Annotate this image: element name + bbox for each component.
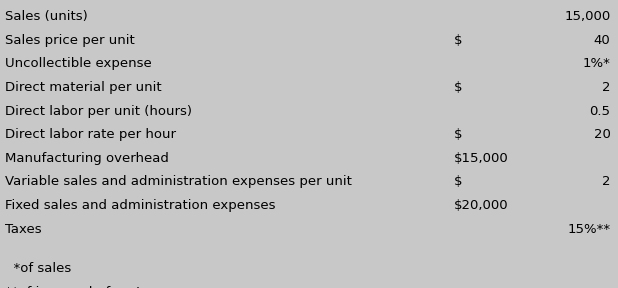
Text: Sales (units): Sales (units) bbox=[5, 10, 88, 23]
Text: 1%*: 1%* bbox=[583, 57, 611, 70]
Text: $: $ bbox=[454, 34, 463, 47]
Text: 2: 2 bbox=[602, 175, 611, 188]
Text: Fixed sales and administration expenses: Fixed sales and administration expenses bbox=[5, 199, 276, 212]
Text: Taxes: Taxes bbox=[5, 223, 41, 236]
Text: 15%**: 15%** bbox=[567, 223, 611, 236]
Text: Variable sales and administration expenses per unit: Variable sales and administration expens… bbox=[5, 175, 352, 188]
Text: Manufacturing overhead: Manufacturing overhead bbox=[5, 152, 169, 165]
Text: 2: 2 bbox=[602, 81, 611, 94]
Text: **of income before taxes: **of income before taxes bbox=[5, 286, 172, 288]
Text: Direct labor rate per hour: Direct labor rate per hour bbox=[5, 128, 176, 141]
Text: Direct material per unit: Direct material per unit bbox=[5, 81, 161, 94]
Text: Uncollectible expense: Uncollectible expense bbox=[5, 57, 151, 70]
Text: 0.5: 0.5 bbox=[590, 105, 611, 118]
Text: Direct labor per unit (hours): Direct labor per unit (hours) bbox=[5, 105, 192, 118]
Text: *of sales: *of sales bbox=[5, 262, 71, 275]
Text: $: $ bbox=[454, 128, 463, 141]
Text: $15,000: $15,000 bbox=[454, 152, 509, 165]
Text: $: $ bbox=[454, 175, 463, 188]
Text: Sales price per unit: Sales price per unit bbox=[5, 34, 135, 47]
Text: 15,000: 15,000 bbox=[564, 10, 611, 23]
Text: 20: 20 bbox=[594, 128, 611, 141]
Text: 40: 40 bbox=[594, 34, 611, 47]
Text: $: $ bbox=[454, 81, 463, 94]
Text: $20,000: $20,000 bbox=[454, 199, 509, 212]
